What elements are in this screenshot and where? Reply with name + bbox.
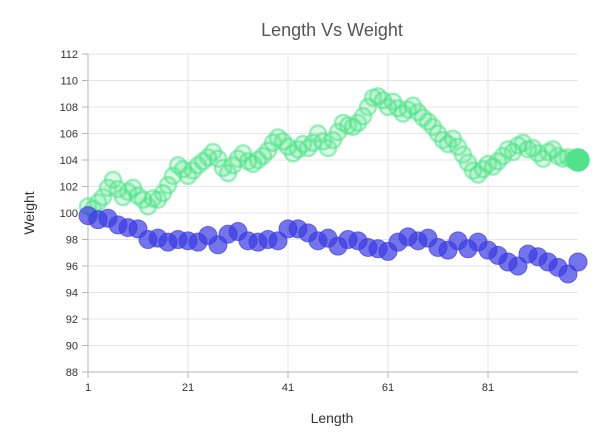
- data-point[interactable]: [103, 170, 123, 190]
- y-tick-label: 96: [66, 261, 78, 273]
- y-tick-label: 106: [60, 129, 78, 141]
- y-tick-label: 88: [66, 367, 78, 379]
- x-axis-title: Length: [311, 410, 354, 426]
- y-tick-label: 108: [60, 102, 78, 114]
- x-tick-label: 1: [85, 382, 91, 394]
- grid-lines: [87, 53, 578, 373]
- data-point[interactable]: [158, 175, 178, 195]
- y-tick-label: 90: [66, 341, 78, 353]
- y-tick-label: 100: [60, 208, 78, 220]
- chart-title: Length Vs Weight: [261, 20, 403, 40]
- series-2: [78, 206, 588, 284]
- y-tick-label: 98: [66, 235, 78, 247]
- y-tick-label: 110: [60, 76, 78, 88]
- data-point[interactable]: [208, 149, 228, 168]
- data-point[interactable]: [93, 187, 113, 207]
- x-tick-label: 81: [482, 382, 494, 394]
- y-tick-label: 94: [66, 288, 78, 300]
- series-1: [78, 87, 590, 219]
- data-series: [78, 87, 590, 284]
- data-point[interactable]: [568, 252, 588, 272]
- data-point[interactable]: [566, 148, 590, 172]
- x-tick-label: 61: [382, 382, 394, 394]
- y-axis-title: Weight: [21, 191, 37, 234]
- x-tick-label: 41: [282, 382, 294, 394]
- data-point[interactable]: [353, 107, 373, 126]
- y-tick-label: 102: [60, 182, 78, 194]
- axes: 88 90 92 94 96 98 100 102 104 106 108 110 112 1 21 41 61…: [60, 49, 578, 394]
- x-tick-label: 21: [182, 382, 194, 394]
- y-tick-label: 104: [60, 155, 78, 167]
- y-tick-label: 92: [66, 314, 78, 326]
- y-tick-label: 112: [60, 49, 78, 61]
